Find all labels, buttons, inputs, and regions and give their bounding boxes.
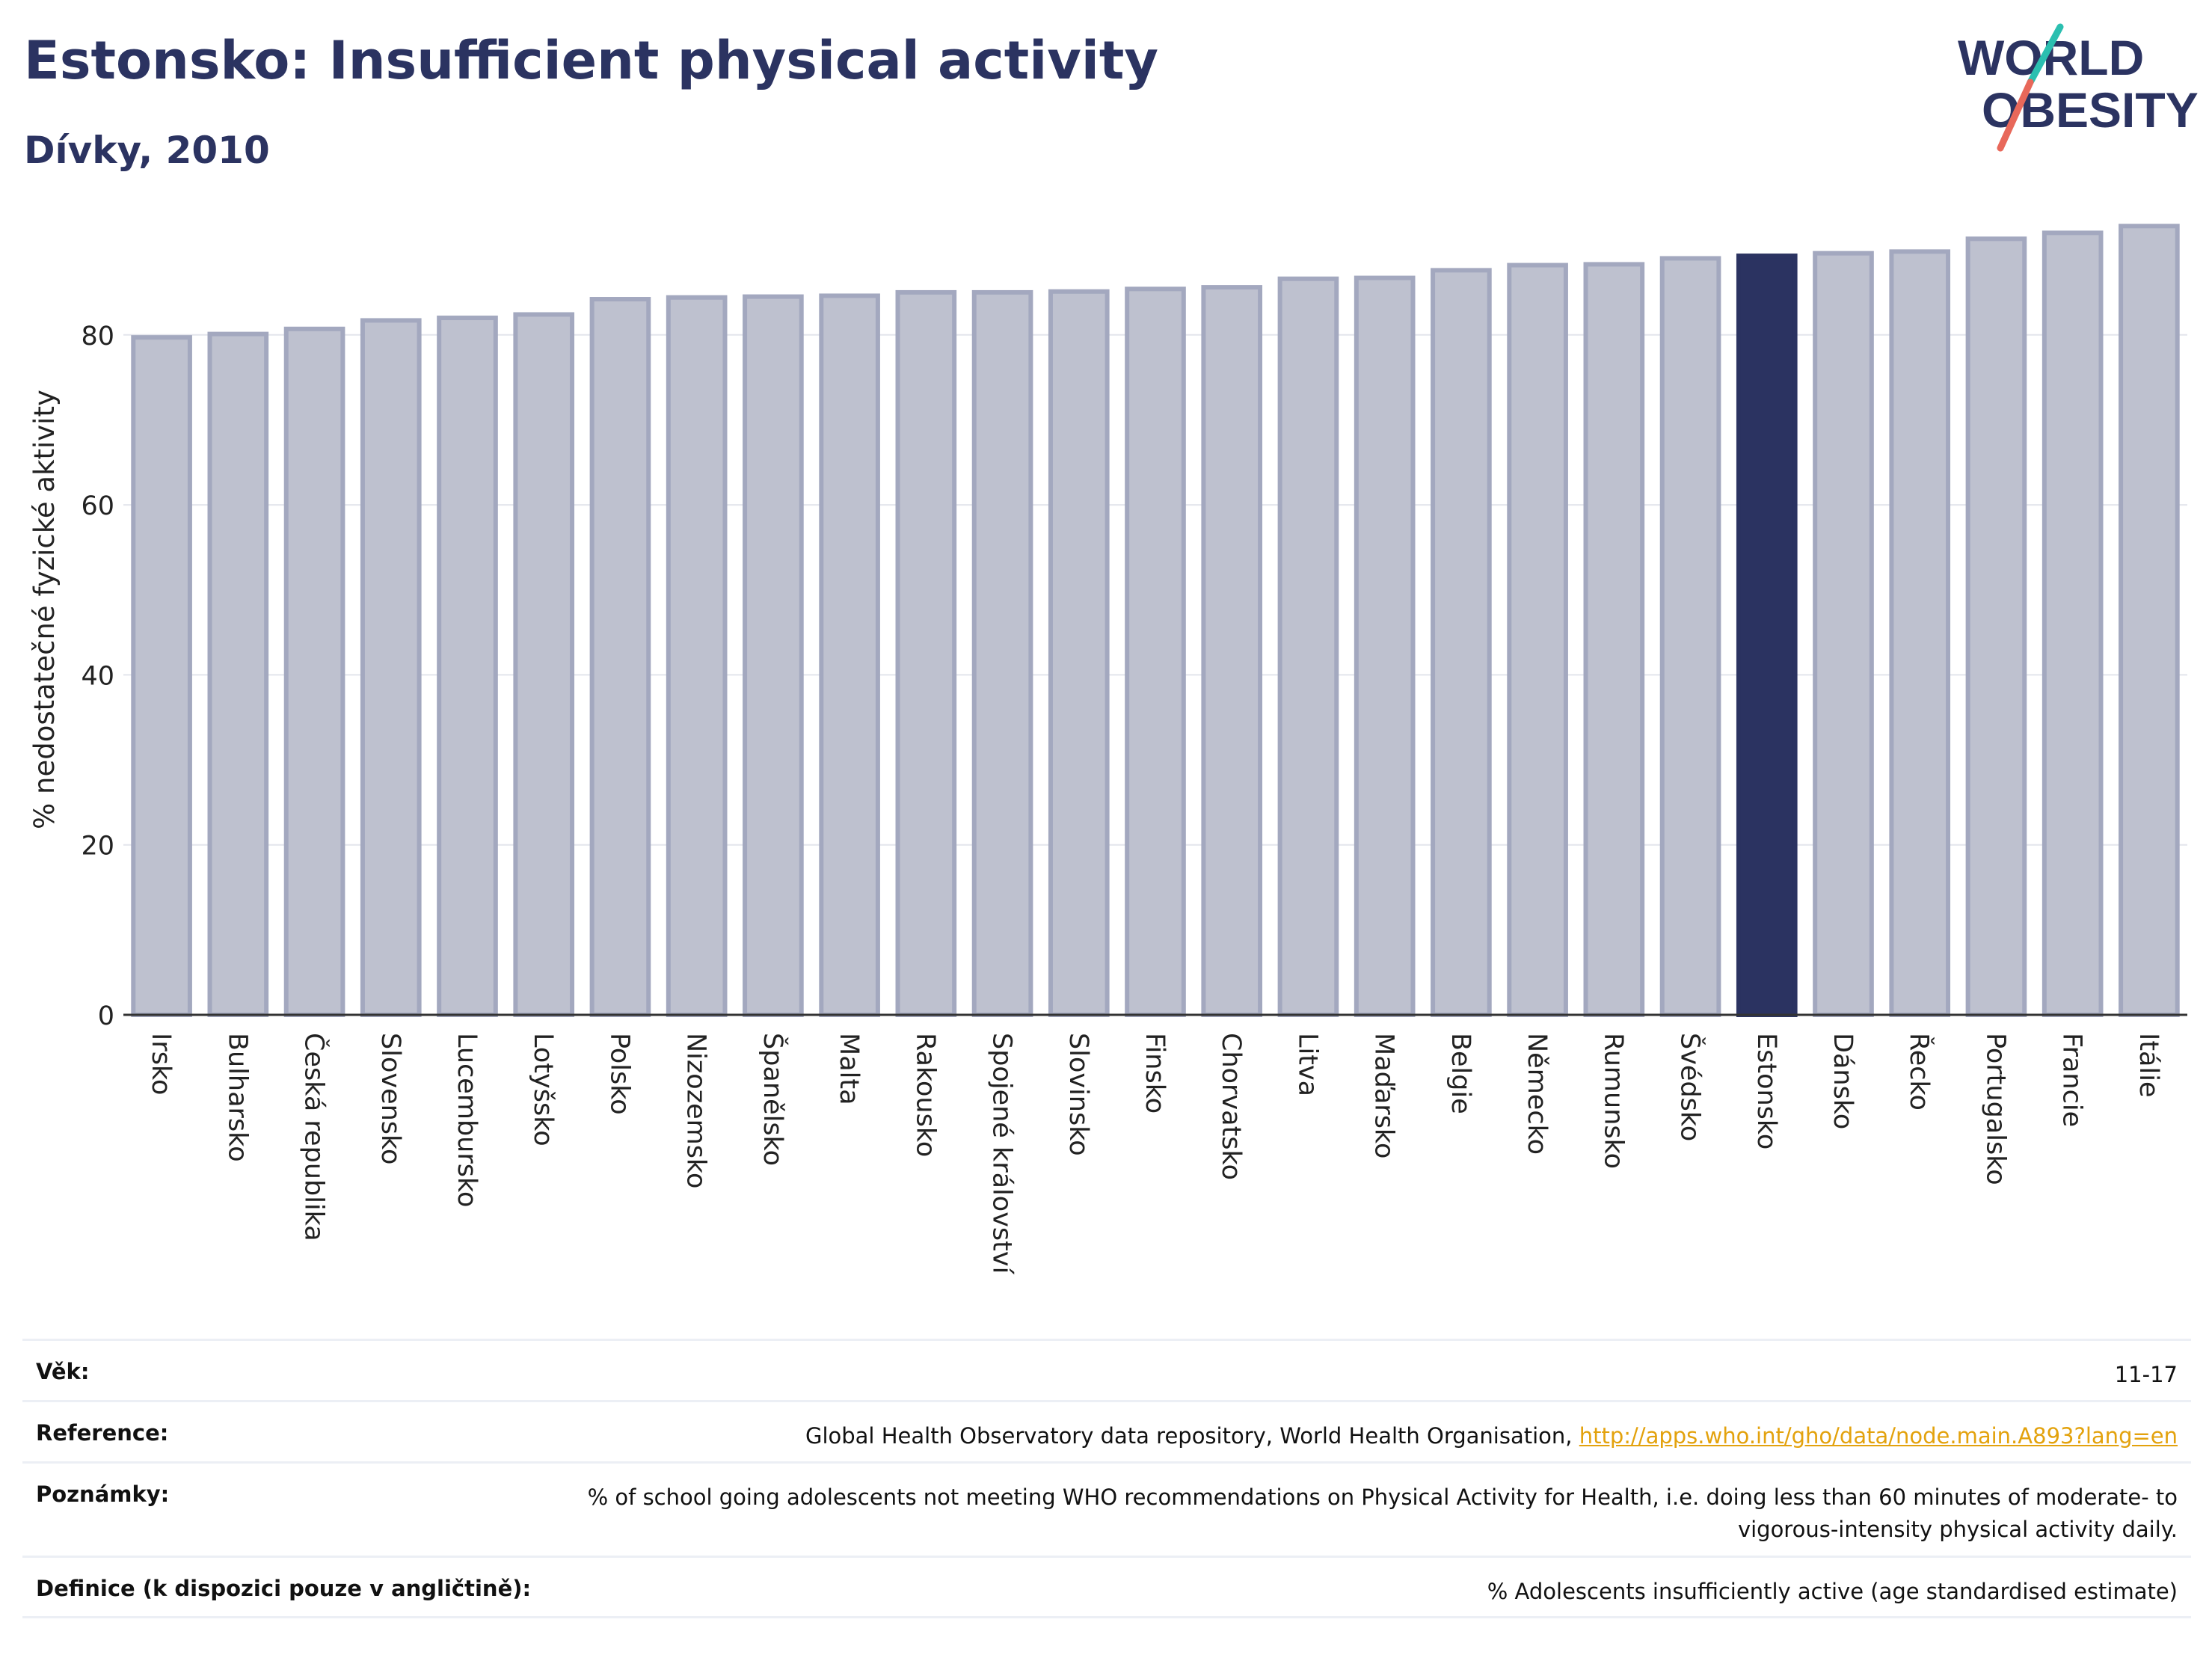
x-tick-label: Portugalsko: [1980, 1033, 2010, 1185]
y-tick-label: 0: [98, 1001, 114, 1031]
bar-slovinsko: [1048, 289, 1110, 1018]
y-tick-label: 40: [81, 661, 114, 691]
info-table: Věk: 11-17 Reference: Global Health Obse…: [22, 1339, 2191, 1618]
x-tick-label: Řecko: [1904, 1033, 1935, 1111]
x-tick-label: Litva: [1292, 1033, 1322, 1096]
x-tick-label: Slovensko: [375, 1033, 405, 1164]
bar-chart: 0 20 40 60 80 Irsko Bulharsko Česká republika Sl…: [28, 224, 2187, 1275]
bar-německo: [1507, 262, 1568, 1018]
info-label: Definice (k dispozici pouze v angličtině…: [36, 1576, 532, 1601]
x-tick-label: Lotyšsko: [528, 1033, 558, 1146]
x-tick-label: Nizozemsko: [681, 1033, 711, 1188]
info-value: 11-17: [2114, 1362, 2178, 1387]
x-tick-label: Rumunsko: [1598, 1033, 1628, 1169]
x-tick-label: Slovinsko: [1063, 1033, 1093, 1156]
x-tick-label: Španělsko: [758, 1033, 789, 1166]
y-axis-label: % nedostatečné fyzické aktivity: [28, 390, 61, 829]
bar-španělsko: [743, 294, 804, 1017]
x-tick-label: Polsko: [604, 1033, 634, 1115]
chart-title: Estonsko: Insufficient physical activity: [24, 30, 1158, 91]
bar-lotyšsko: [513, 312, 575, 1017]
bar-rakousko: [895, 289, 957, 1017]
x-tick-label: Finsko: [1140, 1033, 1170, 1114]
bar-malta: [819, 293, 880, 1018]
info-row-notes: Poznámky: % of school going adolescents …: [22, 1461, 2191, 1556]
bar-maďarsko: [1354, 275, 1416, 1018]
bar-rumunsko: [1583, 262, 1645, 1017]
chart-subtitle: Dívky, 2010: [24, 129, 270, 172]
y-tick-label: 20: [81, 832, 114, 862]
bar-finsko: [1125, 286, 1186, 1018]
bar-belgie: [1431, 268, 1492, 1017]
x-tick-label: Itálie: [2133, 1033, 2163, 1097]
x-tick-label: Dánsko: [1828, 1033, 1858, 1129]
info-row-age: Věk: 11-17: [22, 1339, 2191, 1400]
info-value: % of school going adolescents not meetin…: [587, 1484, 2178, 1542]
x-tick-label: Chorvatsko: [1216, 1033, 1246, 1180]
x-tick-label: Lucembursko: [452, 1033, 482, 1207]
x-tick-label: Německo: [1522, 1033, 1552, 1155]
x-tick-label: Maďarsko: [1369, 1033, 1399, 1158]
x-tick-label: Rakousko: [910, 1033, 940, 1157]
bar-litva: [1277, 276, 1339, 1017]
bars: [131, 224, 2180, 1018]
logo-slash-bottom: [1997, 79, 2034, 152]
info-row-definition: Definice (k dispozici pouze v angličtině…: [22, 1556, 2191, 1618]
bar-řecko: [1889, 249, 1951, 1018]
x-tick-label: Bulharsko: [222, 1033, 252, 1162]
x-tick-label: Švédsko: [1675, 1033, 1706, 1141]
reference-link[interactable]: http://apps.who.int/gho/data/node.main.A…: [1579, 1423, 2178, 1449]
reference-text: Global Health Observatory data repositor…: [805, 1423, 1579, 1449]
x-tick-label: Spojené království: [987, 1033, 1017, 1275]
info-label: Reference:: [36, 1420, 169, 1446]
bar-polsko: [589, 297, 651, 1017]
bar-chorvatsko: [1201, 285, 1263, 1018]
bar-česká-republika: [283, 326, 345, 1018]
logo-slash-top: [2027, 23, 2064, 86]
bar-itálie: [2119, 224, 2180, 1018]
bar-irsko: [131, 335, 192, 1017]
x-tick-label: Malta: [834, 1033, 864, 1105]
info-value: % Adolescents insufficiently active (age…: [1487, 1579, 2178, 1604]
world-obesity-logo: WORLD OBESITY: [1958, 23, 2199, 152]
info-label: Věk:: [36, 1359, 90, 1384]
axes: 0 20 40 60 80 Irsko Bulharsko Česká republika Sl…: [81, 322, 2187, 1275]
x-tick-label: Česká republika: [299, 1033, 331, 1241]
bar-estonsko: [1736, 254, 1798, 1017]
bar-švédsko: [1659, 256, 1721, 1018]
bar-francie: [2042, 230, 2104, 1017]
info-value: Global Health Observatory data repositor…: [805, 1420, 2178, 1452]
x-tick-label: Francie: [2057, 1033, 2087, 1127]
bar-bulharsko: [207, 331, 269, 1017]
info-row-reference: Reference: Global Health Observatory dat…: [22, 1400, 2191, 1461]
x-tick-label: Belgie: [1446, 1033, 1475, 1114]
y-tick-label: 60: [81, 491, 114, 521]
bar-nizozemsko: [666, 295, 728, 1017]
info-label: Poznámky:: [36, 1481, 170, 1507]
bar-slovensko: [360, 318, 422, 1018]
x-tick-label: Estonsko: [1751, 1033, 1781, 1149]
bar-dánsko: [1813, 251, 1874, 1017]
bar-portugalsko: [1965, 236, 2027, 1017]
bar-lucembursko: [437, 316, 498, 1018]
bar-spojené-království: [971, 289, 1033, 1017]
x-tick-label: Irsko: [146, 1033, 176, 1095]
y-tick-label: 80: [81, 322, 114, 351]
